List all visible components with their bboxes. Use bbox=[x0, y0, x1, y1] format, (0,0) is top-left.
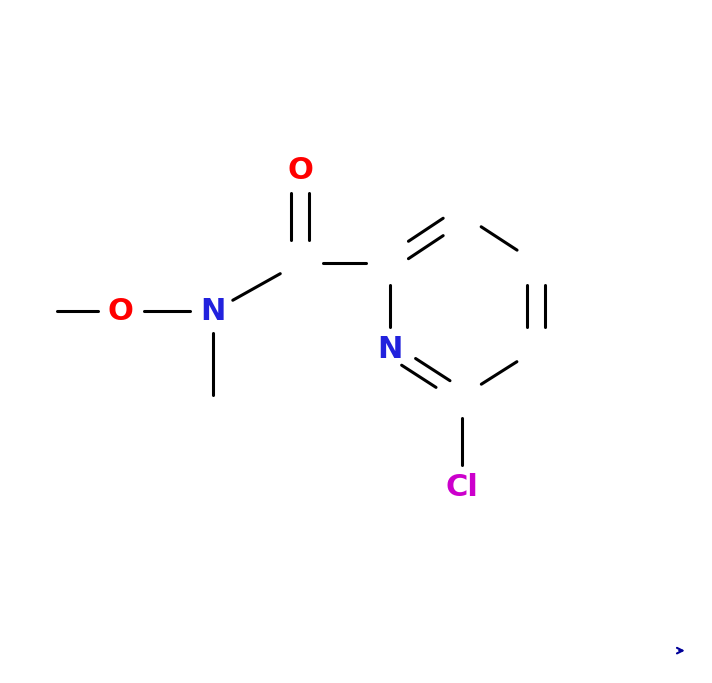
Text: N: N bbox=[377, 335, 402, 364]
Text: O: O bbox=[287, 156, 313, 185]
Text: Cl: Cl bbox=[446, 473, 478, 502]
Text: N: N bbox=[200, 297, 226, 326]
Text: O: O bbox=[108, 297, 134, 326]
